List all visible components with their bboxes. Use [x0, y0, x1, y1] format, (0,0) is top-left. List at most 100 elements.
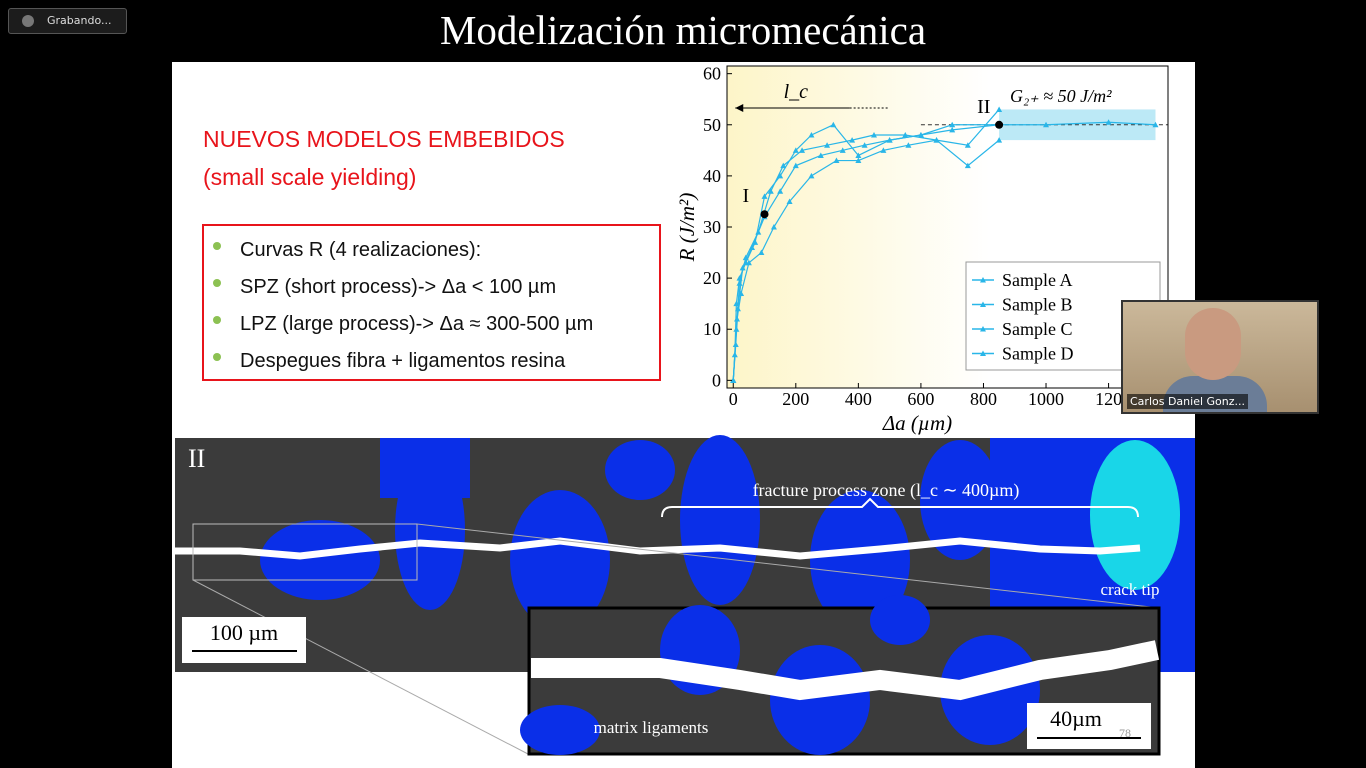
lc-label: l_c: [784, 81, 809, 103]
data-point: [758, 249, 765, 256]
video-tile[interactable]: Carlos Daniel Gonz...: [1121, 300, 1319, 414]
annotation: crack tip: [1101, 580, 1160, 599]
data-point: [964, 162, 971, 169]
plot-background: [727, 66, 990, 388]
recording-badge[interactable]: Grabando...: [8, 8, 127, 34]
micrograph-phase: [1090, 440, 1180, 590]
data-point: [745, 259, 752, 266]
panel-label: II: [188, 444, 205, 473]
legend-label: Sample A: [1002, 270, 1073, 290]
data-point: [886, 137, 893, 143]
data-point: [1043, 121, 1050, 128]
bullet: LPZ (large process)-> Δa ≈ 300-500 µm: [213, 306, 659, 343]
annotation: matrix ligaments: [594, 718, 709, 737]
scale-box: [182, 617, 306, 663]
data-point: [830, 121, 837, 128]
legend-marker: [980, 326, 986, 332]
data-point: [761, 193, 768, 199]
slide-title: Modelización micromecánica: [439, 7, 927, 53]
data-point: [839, 147, 846, 153]
legend-label: Sample D: [1002, 344, 1074, 364]
heading-line: NUEVOS MODELOS EMBEBIDOS: [203, 126, 565, 152]
data-point: [880, 147, 887, 153]
data-point: [817, 152, 824, 158]
data-point: [808, 172, 815, 179]
y-tick-label: 40: [703, 166, 721, 186]
data-point: [770, 224, 777, 230]
y-tick-label: 20: [703, 268, 721, 288]
zoom-line: [416, 523, 1161, 609]
annotation: fracture process zone (l_c ∼ 400µm): [753, 480, 1020, 501]
participant-name: Carlos Daniel Gonz...: [1127, 394, 1249, 409]
point-label: I: [743, 185, 750, 207]
x-tick-label: 120: [1095, 389, 1122, 409]
x-tick-label: 800: [970, 389, 997, 409]
data-point: [917, 132, 924, 138]
data-point: [905, 142, 912, 148]
legend-marker: [980, 301, 986, 307]
data-point: [730, 377, 737, 383]
legend-marker: [980, 277, 986, 283]
zoom-box: [192, 523, 418, 581]
bullet: SPZ (short process)-> Δa < 100 µm: [213, 269, 659, 306]
y-tick-label: 60: [703, 64, 721, 84]
data-point: [799, 147, 806, 153]
data-point: [734, 316, 741, 322]
data-point: [964, 142, 971, 148]
data-point: [855, 152, 862, 158]
x-axis-label: Δa (µm): [882, 411, 952, 435]
data-point: [780, 162, 787, 169]
slide-number: 78: [1119, 726, 1131, 740]
legend-label: Sample C: [1002, 319, 1073, 339]
x-tick-label: 600: [907, 389, 934, 409]
data-point: [824, 142, 831, 148]
data-point: [933, 137, 940, 143]
data-point: [849, 137, 856, 143]
data-point: [767, 188, 774, 194]
arrowhead: [735, 104, 744, 112]
data-point: [855, 157, 862, 164]
data-point: [861, 142, 868, 148]
data-point: [949, 121, 956, 128]
x-tick-label: 400: [845, 389, 872, 409]
crack: [175, 537, 1141, 560]
data-point: [902, 132, 909, 138]
bullet: Curvas R (4 realizaciones):: [213, 232, 659, 269]
data-point: [738, 290, 745, 296]
y-tick-label: 10: [703, 319, 721, 339]
y-tick-label: 0: [712, 370, 721, 390]
zoom-line: [192, 579, 529, 755]
y-tick-label: 50: [703, 115, 721, 135]
bullet: Despegues fibra + ligamentos resina: [213, 343, 659, 380]
data-point: [792, 162, 799, 169]
data-point: [792, 147, 799, 153]
zone-brace: [661, 497, 1139, 518]
data-point: [777, 188, 784, 194]
data-point: [1152, 121, 1159, 128]
recording-label: Grabando...: [47, 14, 112, 27]
x-tick-label: 200: [782, 389, 809, 409]
scale-label: 100 µm: [210, 620, 278, 645]
x-tick-label: 1000: [1028, 389, 1064, 409]
x-tick-label: 0: [729, 389, 738, 409]
legend-marker: [980, 350, 986, 356]
data-point: [949, 126, 956, 133]
scale-box: [1027, 703, 1151, 749]
data-point: [833, 157, 840, 164]
data-point: [871, 132, 877, 138]
data-point: [996, 106, 1003, 112]
heading-line: (small scale yielding): [203, 164, 417, 190]
point-label: II: [977, 96, 990, 118]
data-point: [1105, 119, 1112, 125]
data-point: [749, 244, 756, 250]
y-tick-label: 30: [703, 217, 721, 237]
data-point: [739, 264, 746, 271]
data-point: [786, 198, 793, 204]
legend-label: Sample B: [1002, 295, 1073, 315]
data-point: [808, 132, 815, 138]
data-point: [777, 172, 784, 179]
marker-point: [995, 120, 1004, 129]
marker-point: [760, 210, 769, 219]
